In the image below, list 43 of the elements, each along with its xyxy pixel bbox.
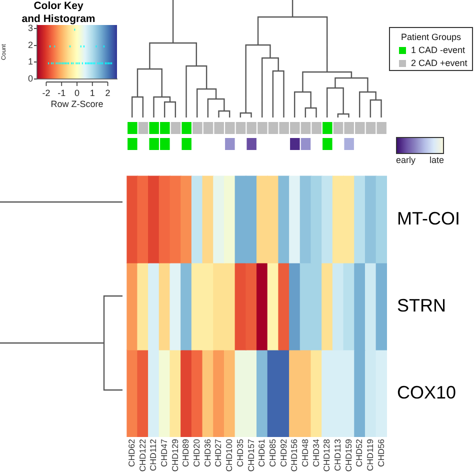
- x-tick-label: CHD113: [332, 438, 343, 471]
- x-tick-label: CHD159: [343, 438, 354, 472]
- x-tick-label: CHD157: [246, 438, 256, 472]
- y-tick-label: STRN: [397, 295, 446, 316]
- legend-title: Patient Groups: [400, 32, 462, 42]
- x-tick-label: CHD92: [278, 438, 288, 467]
- y-tick-label: 1: [28, 56, 33, 67]
- legend-label: 2 CAD +event: [411, 58, 468, 69]
- x-tick-label: CHD52: [354, 438, 364, 467]
- x-tick-label: CHD128: [322, 438, 332, 472]
- text: late: [429, 155, 444, 165]
- color-bar-label: 0: [74, 88, 80, 98]
- x-tick-label: CHD35: [234, 438, 245, 467]
- x-tick-label: CHD85: [267, 438, 278, 467]
- color-bar-label: -2: [42, 88, 50, 98]
- x-tick-label: CHD34: [310, 438, 321, 467]
- text: early: [396, 155, 416, 165]
- x-tick-label: CHD129: [170, 438, 180, 472]
- x-tick-label: CHD89: [180, 438, 191, 467]
- color-bar-label: 1: [90, 88, 95, 98]
- x-tick-label: CHD36: [202, 438, 212, 467]
- x-tick-label: CHD27: [213, 438, 224, 467]
- x-tick-label: CHD56: [376, 438, 386, 467]
- x-tick-label: CHD47: [158, 438, 169, 467]
- color-bar-label: 2: [105, 88, 110, 98]
- x-tick-label: CHD112: [148, 438, 158, 471]
- x-tick-label: CHD62: [126, 438, 136, 467]
- y-tick-label: MT-COI: [397, 208, 460, 228]
- y-tick-label: 3: [28, 23, 33, 34]
- color-bar-title: Row Z-Score: [50, 99, 104, 109]
- x-tick-label: CHD48: [300, 438, 310, 467]
- x-tick-label: CHD100: [224, 438, 234, 472]
- y-tick-label: 0: [28, 73, 33, 84]
- x-tick-label: CHD156: [289, 438, 300, 472]
- y-tick-label: COX10: [397, 382, 456, 402]
- legend-label: 1 CAD -event: [411, 45, 466, 56]
- color-bar-label: -1: [58, 88, 66, 98]
- y-tick-label: 2: [28, 40, 33, 50]
- x-tick-label: CHD20: [192, 438, 202, 467]
- x-tick-label: CHD61: [256, 438, 267, 467]
- x-tick-label: CHD122: [137, 438, 148, 472]
- x-tick-label: CHD119: [365, 438, 376, 471]
- chart-title: Color Key and Histogram: [22, 0, 96, 25]
